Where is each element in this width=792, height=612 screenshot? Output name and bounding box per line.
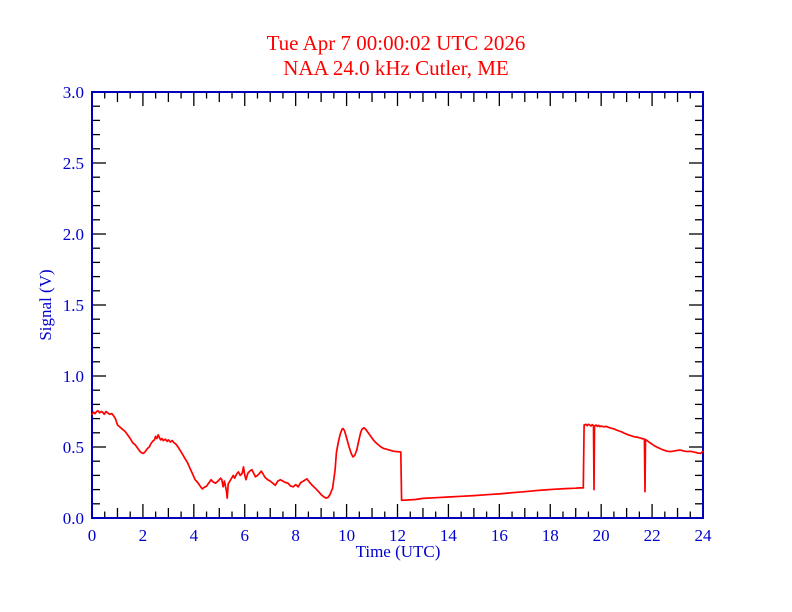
y-tick-label: 1.5: [63, 296, 84, 315]
x-tick-label: 4: [190, 526, 199, 545]
y-tick-label: 2.0: [63, 225, 84, 244]
x-tick-label: 22: [644, 526, 661, 545]
chart-title: Tue Apr 7 00:00:02 UTC 2026: [267, 31, 526, 55]
x-tick-label: 14: [440, 526, 458, 545]
y-axis-tick-labels: 0.0 0.5 1.0 1.5 2.0 2.5 3.0: [63, 83, 84, 528]
y-tick-label: 0.0: [63, 509, 84, 528]
chart-subtitle: NAA 24.0 kHz Cutler, ME: [283, 56, 508, 80]
x-tick-label: 12: [389, 526, 406, 545]
x-axis-label: Time (UTC): [356, 542, 441, 561]
tick-marks: [91, 91, 704, 519]
y-tick-label: 2.5: [63, 154, 84, 173]
x-tick-label: 8: [291, 526, 300, 545]
y-tick-label: 1.0: [63, 367, 84, 386]
signal-trace: [91, 409, 704, 502]
x-tick-label: 16: [491, 526, 508, 545]
x-tick-label: 10: [338, 526, 355, 545]
y-tick-label: 0.5: [63, 438, 84, 457]
x-tick-label: 0: [88, 526, 97, 545]
x-axis-tick-labels: 0 2 4 6 8 10 12 14 16 18 20 22 24: [88, 526, 712, 545]
plot-frame: [91, 91, 704, 519]
x-tick-label: 18: [542, 526, 559, 545]
y-axis-label: Signal (V): [36, 269, 55, 340]
x-tick-label: 2: [139, 526, 148, 545]
x-tick-label: 6: [241, 526, 250, 545]
x-tick-label: 20: [593, 526, 610, 545]
y-tick-label: 3.0: [63, 83, 84, 102]
x-tick-label: 24: [695, 526, 713, 545]
